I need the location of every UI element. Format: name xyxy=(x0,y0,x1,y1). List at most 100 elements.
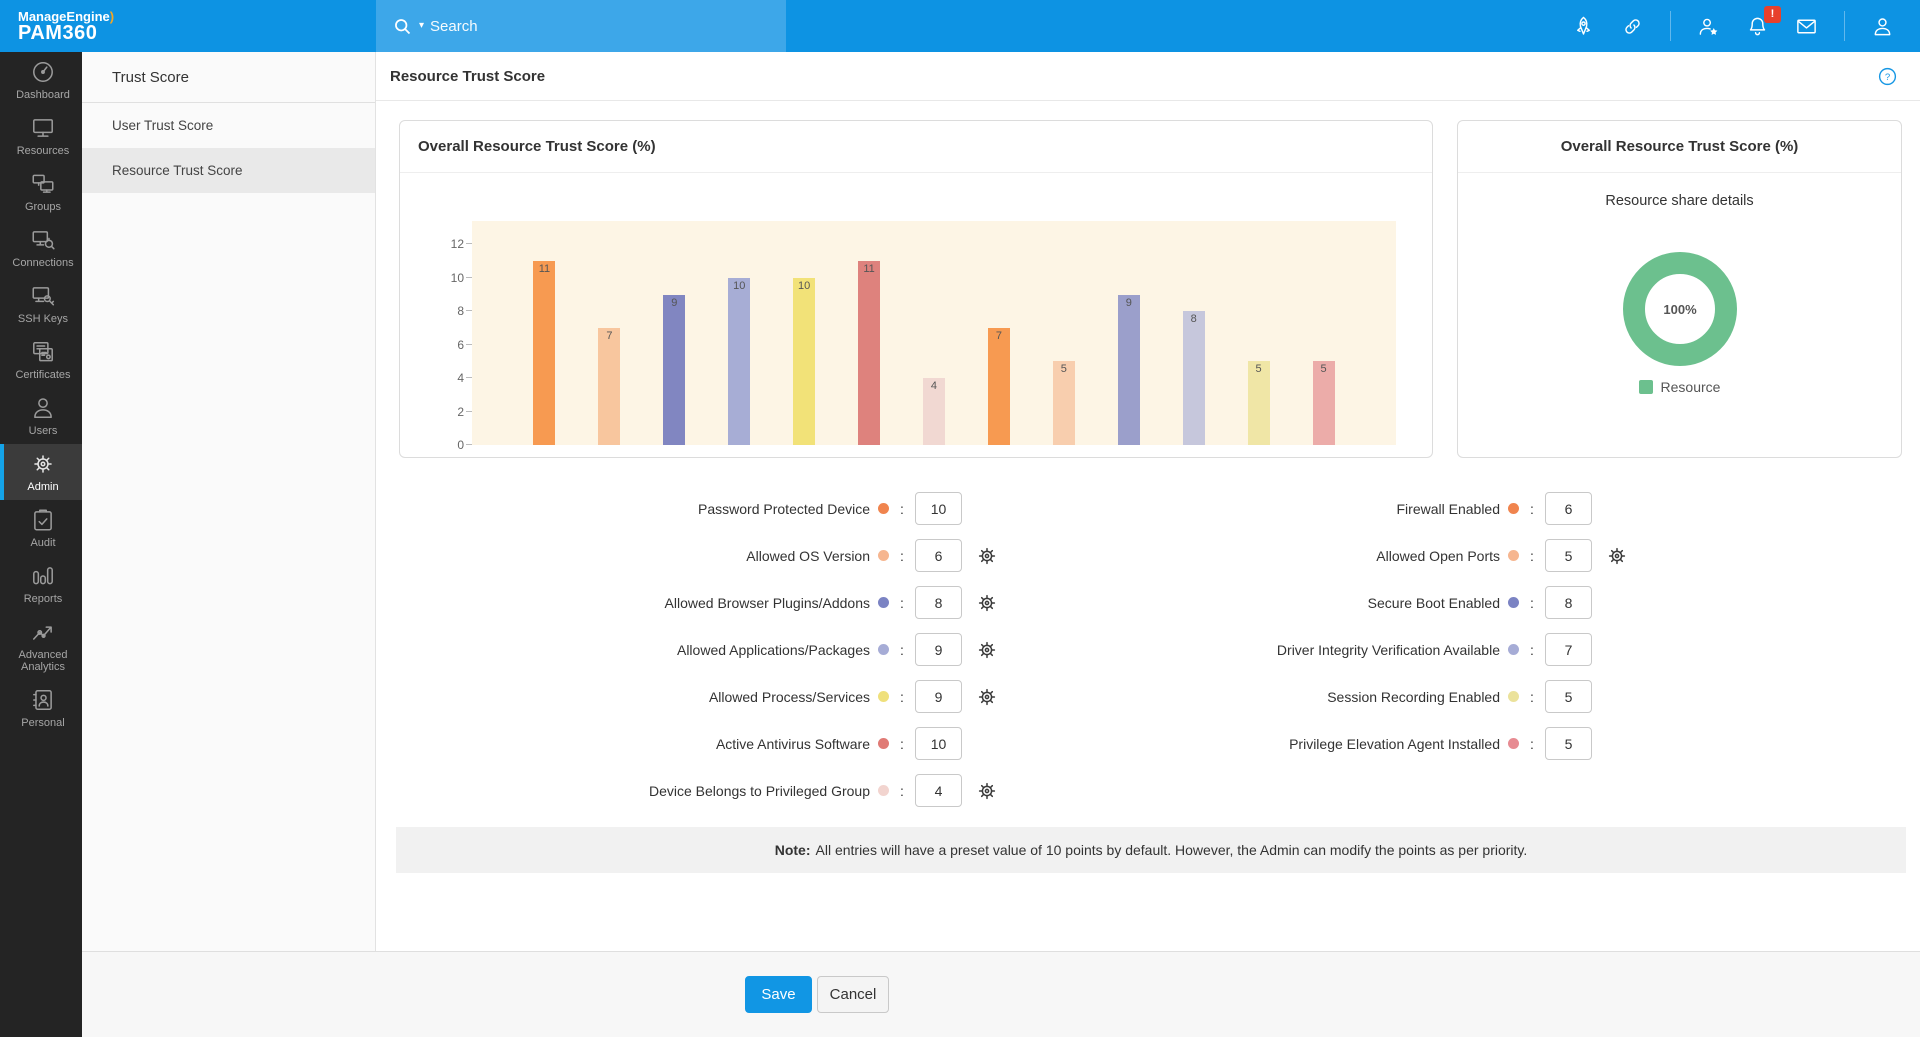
colon-separator: : xyxy=(1530,735,1534,752)
secure-boot-enabled-input[interactable] xyxy=(1545,586,1592,619)
advanced-settings-gear-icon[interactable] xyxy=(975,544,999,568)
bar-chart-title-bar: Overall Resource Trust Score (%) xyxy=(400,121,1432,173)
svg-text:?: ? xyxy=(1885,72,1890,83)
note-text: All entries will have a preset value of … xyxy=(815,842,1528,858)
y-tick-label: 12 xyxy=(450,237,464,252)
bar-password-protected-device: 11 xyxy=(533,261,556,445)
colon-separator: : xyxy=(900,594,904,611)
sidebar-item-resource-trust-score[interactable]: Resource Trust Score xyxy=(82,148,375,193)
y-tick-mark xyxy=(466,377,472,379)
session-recording-enabled-input[interactable] xyxy=(1545,680,1592,713)
colon-separator: : xyxy=(900,688,904,705)
color-dot xyxy=(878,550,889,561)
colon-separator: : xyxy=(900,500,904,517)
firewall-enabled-input[interactable] xyxy=(1545,492,1592,525)
color-dot xyxy=(878,503,889,514)
rail-item-label: Audit xyxy=(30,537,56,549)
field-label: Allowed Applications/Packages xyxy=(676,641,870,658)
advanced-analytics-icon xyxy=(30,619,56,645)
allowed-process-services-input[interactable] xyxy=(915,680,962,713)
rocket-icon[interactable] xyxy=(1572,15,1595,38)
ssh-keys-icon xyxy=(30,283,56,309)
notification-badge: ! xyxy=(1764,5,1781,23)
bar-value-label: 11 xyxy=(863,263,875,276)
groups-icon xyxy=(30,171,56,197)
advanced-settings-gear-icon[interactable] xyxy=(975,779,999,803)
search-scope-caret-icon[interactable]: ▾ xyxy=(419,20,425,31)
color-dot xyxy=(1508,738,1519,749)
active-antivirus-software-input[interactable] xyxy=(915,727,962,760)
advanced-settings-gear-icon[interactable] xyxy=(975,591,999,615)
account-user-icon[interactable] xyxy=(1871,15,1894,38)
brand-line1: ManageEngine) xyxy=(18,8,115,24)
rail-item-connections[interactable]: Connections xyxy=(0,220,82,276)
rail-item-audit[interactable]: Audit xyxy=(0,500,82,556)
help-icon[interactable]: ? xyxy=(1877,66,1898,87)
rail-item-users[interactable]: Users xyxy=(0,388,82,444)
rail-item-label: Reports xyxy=(23,593,63,605)
bar-value-label: 9 xyxy=(1125,296,1132,309)
advanced-settings-gear-icon[interactable] xyxy=(1605,544,1629,568)
password-protected-device-input[interactable] xyxy=(915,492,962,525)
rail-item-label: Certificates xyxy=(15,369,71,381)
rail-item-certificates[interactable]: Certificates xyxy=(0,332,82,388)
colon-separator: : xyxy=(1530,500,1534,517)
allowed-os-version-input[interactable] xyxy=(915,539,962,572)
user-star-icon[interactable] xyxy=(1697,15,1720,38)
privilege-elevation-agent-installed-input[interactable] xyxy=(1545,727,1592,760)
allowed-open-ports-input[interactable] xyxy=(1545,539,1592,572)
search-icon xyxy=(392,16,413,37)
bar-value-label: 11 xyxy=(538,263,551,276)
form-right-column: Firewall Enabled:Allowed Open Ports:Secu… xyxy=(1006,485,1636,767)
rail-item-groups[interactable]: Groups xyxy=(0,164,82,220)
rail-item-admin[interactable]: Admin xyxy=(0,444,82,500)
allowed-applications-packages-input[interactable] xyxy=(915,633,962,666)
form-row-firewall-enabled: Firewall Enabled: xyxy=(1006,485,1636,532)
advanced-settings-gear-icon[interactable] xyxy=(975,638,999,662)
dashboard-icon xyxy=(30,59,56,85)
brand-swoosh: ) xyxy=(109,8,115,24)
form-row-allowed-browser-plugins-addons: Allowed Browser Plugins/Addons: xyxy=(376,579,1006,626)
topbar-icons: ! xyxy=(786,5,1920,41)
sidebar-item-user-trust-score[interactable]: User Trust Score xyxy=(112,118,214,133)
color-dot xyxy=(878,644,889,655)
rail-item-advanced-analytics[interactable]: Advanced Analytics xyxy=(0,612,82,680)
y-tick-label: 4 xyxy=(457,371,464,386)
brand-logo[interactable]: ManageEngine) PAM360 xyxy=(0,0,376,52)
bar-value-label: 9 xyxy=(671,296,678,309)
mail-icon[interactable] xyxy=(1795,15,1818,38)
field-label: Device Belongs to Privileged Group xyxy=(648,782,870,799)
colon-separator: : xyxy=(900,735,904,752)
rail-item-ssh-keys[interactable]: SSH Keys xyxy=(0,276,82,332)
driver-integrity-verification-available-input[interactable] xyxy=(1545,633,1592,666)
rail-item-label: Groups xyxy=(24,201,62,213)
y-tick-label: 6 xyxy=(457,337,464,352)
link-icon[interactable] xyxy=(1621,15,1644,38)
cancel-button[interactable]: Cancel xyxy=(817,976,889,1013)
rail-item-personal[interactable]: Personal xyxy=(0,680,82,736)
rail-item-reports[interactable]: Reports xyxy=(0,556,82,612)
donut-legend[interactable]: Resource xyxy=(1458,379,1901,395)
donut-center-label: 100% xyxy=(1663,301,1697,317)
color-dot xyxy=(878,785,889,796)
advanced-settings-gear-icon[interactable] xyxy=(975,685,999,709)
device-belongs-to-privileged-group-input[interactable] xyxy=(915,774,962,807)
bar-allowed-process-services: 10 xyxy=(793,277,816,445)
rail-item-label: Advanced Analytics xyxy=(18,649,68,673)
form-row-session-recording-enabled: Session Recording Enabled: xyxy=(1006,673,1636,720)
y-tick-label: 2 xyxy=(457,404,464,419)
topbar-divider xyxy=(1844,11,1845,41)
allowed-browser-plugins-addons-input[interactable] xyxy=(915,586,962,619)
brand-line2: PAM360 xyxy=(18,21,98,44)
rail-item-resources[interactable]: Resources xyxy=(0,108,82,164)
field-label: Password Protected Device xyxy=(698,500,870,517)
bar-allowed-open-ports: 5 xyxy=(1052,361,1075,445)
form-row-privilege-elevation-agent-installed: Privilege Elevation Agent Installed: xyxy=(1006,720,1636,767)
global-search[interactable]: ▾ xyxy=(376,0,786,52)
save-button[interactable]: Save xyxy=(745,976,812,1013)
rail-item-dashboard[interactable]: Dashboard xyxy=(0,52,82,108)
notification-bell-icon[interactable]: ! xyxy=(1746,5,1781,38)
search-input[interactable] xyxy=(430,6,786,46)
colon-separator: : xyxy=(900,782,904,799)
colon-separator: : xyxy=(1530,547,1534,564)
